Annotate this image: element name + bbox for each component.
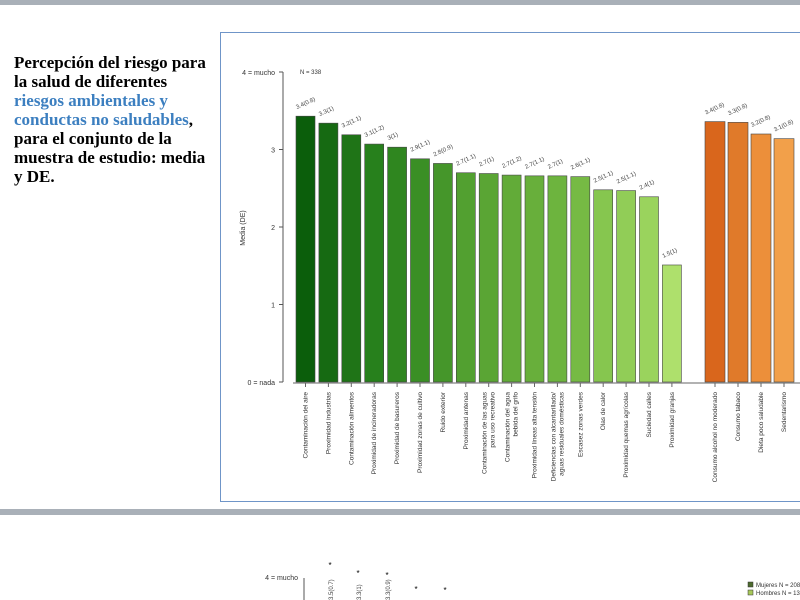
x-tick-label: para uso recreativo	[490, 392, 497, 448]
x-tick-label: Contaminación del aire	[303, 392, 310, 459]
y-tick-label: 1	[271, 303, 275, 310]
x-tick-label: aguas residuales domésticas	[558, 391, 565, 476]
bottom-y-tick-label: 4 = mucho	[265, 575, 298, 582]
x-tick-label: Proximidad de basureros	[394, 391, 401, 464]
bar-value-label: 2.8(0.9)	[433, 144, 454, 158]
bar-value-label: 2.9(1.1)	[410, 139, 431, 153]
bar	[364, 143, 385, 383]
bar-value-label: 2.7(1.2)	[501, 156, 522, 170]
x-tick-label: Contaminación del agua	[505, 392, 512, 462]
x-tick-label: Proximidad zonas de cultivo	[417, 392, 424, 473]
x-tick-label: Contaminación de las aguas	[482, 391, 489, 474]
bar	[318, 122, 339, 383]
significance-marker: *	[414, 585, 417, 594]
bar	[455, 172, 476, 383]
bar-value-label: 2.6(1.1)	[570, 157, 591, 171]
bar-value-label: 3.3(0.8)	[727, 103, 748, 117]
bar-value-label: 2.7(1)	[479, 156, 496, 168]
x-tick-label: Proximidad quemas agrícolas	[623, 391, 630, 477]
bottom-bar-value-label: 3.3(0.9)	[386, 579, 392, 600]
y-tick-label: 0 = nada	[248, 380, 276, 387]
bar-value-label: 3.4(0.8)	[704, 102, 725, 116]
bar-value-label: 3.4(0.8)	[295, 97, 316, 111]
bar	[727, 122, 749, 383]
significance-marker: *	[443, 586, 446, 595]
y-axis-label: Media (DE)	[240, 210, 247, 245]
bar	[478, 173, 499, 383]
bar	[547, 175, 568, 383]
x-tick-label: Consumo tabaco	[735, 392, 742, 442]
bar	[501, 174, 522, 383]
x-tick-label: Proximidad antenas	[463, 391, 470, 449]
bar	[387, 146, 407, 383]
significance-marker: *	[356, 569, 359, 578]
bar	[570, 176, 591, 383]
caption-text: Percepción del riesgo para la salud de d…	[14, 53, 206, 91]
x-tick-label: Proximidad industrias	[325, 391, 332, 454]
bar	[750, 133, 772, 383]
bar-value-label: 3(1)	[387, 132, 399, 142]
bar-value-label: 1.5(1)	[662, 248, 679, 260]
x-tick-label: Escasez zonas verdes	[577, 391, 584, 457]
slide-separator	[0, 509, 800, 515]
bar-value-label: 2.7(1.1)	[456, 153, 477, 167]
chart-frame	[220, 32, 800, 502]
significance-marker: *	[385, 571, 388, 580]
legend-label: Mujeres N = 208	[756, 583, 800, 589]
bar-value-label: 2.4(1)	[639, 180, 656, 192]
significance-marker: *	[328, 561, 331, 570]
bar-value-label: 3.1(1.2)	[364, 125, 385, 139]
y-tick-label: 3	[271, 148, 275, 155]
bar	[524, 175, 545, 383]
x-tick-label: bebida del grifo	[513, 392, 520, 437]
n-annotation: N = 338	[300, 70, 322, 76]
bar	[433, 163, 453, 383]
bar-value-label: 3.3(1)	[318, 106, 335, 118]
top-divider	[0, 0, 800, 5]
bottom-bar-value-label: 3.3(1)	[357, 584, 363, 600]
bar-value-label: 2.5(1.1)	[616, 171, 637, 185]
bar	[662, 264, 682, 383]
x-tick-label: Suciedad calles	[646, 391, 653, 437]
bar-value-label: 2.7(1.1)	[524, 156, 545, 170]
bar	[593, 189, 614, 383]
x-tick-label: Contaminación alimentos	[348, 391, 355, 465]
legend-swatch	[747, 589, 754, 596]
x-tick-label: Ruido exterior	[440, 391, 447, 432]
bar-value-label: 2.5(1.1)	[593, 170, 614, 184]
bar	[704, 121, 726, 383]
bar-value-label: 2.7(1)	[547, 159, 564, 171]
x-tick-label: Sedentarismo	[781, 392, 788, 432]
x-tick-label: Proximidad granjas	[669, 391, 676, 447]
x-tick-label: Consumo alcohol no moderado	[712, 392, 719, 483]
x-tick-label: Dieta poco saludable	[758, 392, 765, 453]
legend-label: Hombres N = 13	[756, 591, 800, 597]
y-tick-label: 4 = mucho	[242, 70, 275, 77]
bar	[410, 158, 430, 383]
bar-value-label: 3.2(1.1)	[341, 115, 362, 129]
bar	[639, 196, 659, 383]
slide-caption: Percepción del riesgo para la salud de d…	[14, 53, 214, 186]
x-tick-label: Proximidad lineas alta tensión	[532, 392, 539, 479]
caption-highlight: riesgos ambientales y conductas no salud…	[14, 91, 189, 129]
bar	[341, 134, 362, 383]
bar	[773, 138, 795, 383]
bar	[295, 115, 316, 383]
bottom-bar-value-label: 3.5(0.7)	[329, 579, 335, 600]
bar-value-label: 3.2(0.8)	[750, 115, 771, 129]
x-tick-label: Olas de calor	[600, 391, 607, 430]
x-tick-label: Proximidad de incineradoras	[371, 391, 378, 474]
bar-value-label: 3.1(0.8)	[773, 119, 794, 133]
y-tick-label: 2	[271, 225, 275, 232]
caption-text-end: , para el conjunto de la muestra de estu…	[14, 110, 206, 186]
bar	[616, 190, 636, 383]
x-tick-label: Deficiencias con alcantarillado/	[550, 392, 557, 481]
legend-swatch	[747, 581, 754, 588]
